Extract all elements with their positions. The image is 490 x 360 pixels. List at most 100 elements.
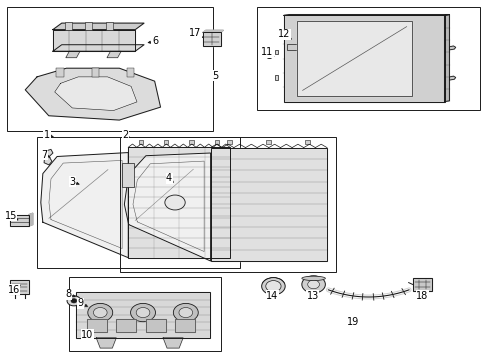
Bar (10, 215, 29, 226)
Bar (257, 7, 480, 110)
Bar (10, 280, 29, 294)
Bar (215, 140, 219, 144)
Bar (287, 44, 297, 50)
Polygon shape (25, 68, 161, 120)
Circle shape (165, 195, 185, 210)
Bar (37, 137, 240, 268)
Text: 17: 17 (189, 28, 202, 38)
Bar (76, 292, 210, 338)
Polygon shape (211, 148, 327, 261)
Text: 18: 18 (416, 290, 428, 301)
Text: 5: 5 (213, 71, 219, 81)
Polygon shape (107, 51, 121, 58)
Polygon shape (44, 149, 53, 165)
Circle shape (88, 303, 113, 322)
Bar (274, 50, 278, 54)
Polygon shape (203, 32, 220, 46)
Circle shape (308, 280, 319, 289)
Bar (146, 319, 166, 332)
Text: 16: 16 (8, 285, 21, 295)
Circle shape (266, 280, 281, 292)
Polygon shape (124, 153, 211, 261)
Circle shape (67, 296, 81, 306)
Polygon shape (203, 30, 223, 32)
Bar (203, 32, 220, 46)
Bar (106, 22, 113, 30)
Text: 8: 8 (66, 289, 75, 299)
Bar (7, 7, 213, 131)
Bar (189, 140, 194, 144)
Bar (297, 21, 413, 96)
Polygon shape (53, 45, 144, 51)
Bar (266, 140, 271, 144)
Polygon shape (76, 292, 210, 338)
Polygon shape (284, 15, 444, 102)
Polygon shape (87, 319, 107, 332)
Bar (175, 319, 195, 332)
Bar (227, 140, 232, 144)
Bar (128, 147, 230, 258)
Polygon shape (96, 338, 116, 348)
Bar (120, 137, 336, 272)
Polygon shape (444, 15, 449, 102)
Circle shape (136, 307, 150, 318)
Polygon shape (449, 76, 456, 80)
Polygon shape (66, 51, 80, 58)
Circle shape (302, 276, 325, 293)
Text: 15: 15 (4, 211, 18, 221)
Text: 13: 13 (307, 290, 319, 301)
Bar (274, 76, 278, 80)
Polygon shape (163, 338, 183, 348)
Bar (69, 277, 220, 351)
Polygon shape (116, 319, 136, 332)
Bar (87, 319, 107, 332)
Circle shape (267, 54, 272, 59)
Polygon shape (297, 21, 413, 96)
Text: 11: 11 (261, 47, 274, 57)
Bar (56, 68, 64, 77)
Text: 6: 6 (148, 36, 159, 46)
Bar (413, 278, 432, 291)
Polygon shape (53, 23, 144, 30)
Polygon shape (128, 147, 230, 258)
Text: 12: 12 (278, 29, 292, 39)
Circle shape (94, 307, 107, 318)
Polygon shape (53, 30, 135, 51)
Polygon shape (449, 46, 456, 50)
Text: 14: 14 (267, 290, 278, 301)
Bar (284, 15, 444, 102)
Bar (122, 163, 134, 187)
Text: 1: 1 (44, 130, 53, 140)
Text: 2: 2 (122, 130, 129, 140)
Circle shape (71, 299, 77, 303)
Text: 10: 10 (81, 330, 94, 340)
Circle shape (179, 307, 193, 318)
Bar (92, 68, 99, 77)
Bar (164, 140, 169, 144)
Bar (65, 22, 72, 30)
Polygon shape (210, 150, 220, 157)
Polygon shape (55, 77, 137, 111)
Polygon shape (10, 215, 29, 226)
Text: 9: 9 (78, 298, 87, 308)
Polygon shape (41, 153, 128, 258)
Circle shape (130, 303, 155, 322)
Text: 19: 19 (346, 317, 359, 327)
Polygon shape (29, 213, 33, 226)
Bar (116, 319, 136, 332)
Circle shape (173, 303, 198, 322)
Ellipse shape (302, 276, 325, 280)
Bar (85, 22, 92, 30)
Polygon shape (10, 280, 29, 294)
Bar (127, 68, 134, 77)
Polygon shape (175, 319, 195, 332)
Polygon shape (146, 319, 166, 332)
Bar (139, 140, 143, 144)
Text: 3: 3 (70, 177, 79, 187)
Circle shape (262, 278, 285, 295)
Text: 7: 7 (41, 150, 50, 160)
Bar (211, 148, 327, 261)
Bar (305, 140, 310, 144)
Text: 4: 4 (166, 173, 173, 183)
Polygon shape (413, 278, 432, 291)
